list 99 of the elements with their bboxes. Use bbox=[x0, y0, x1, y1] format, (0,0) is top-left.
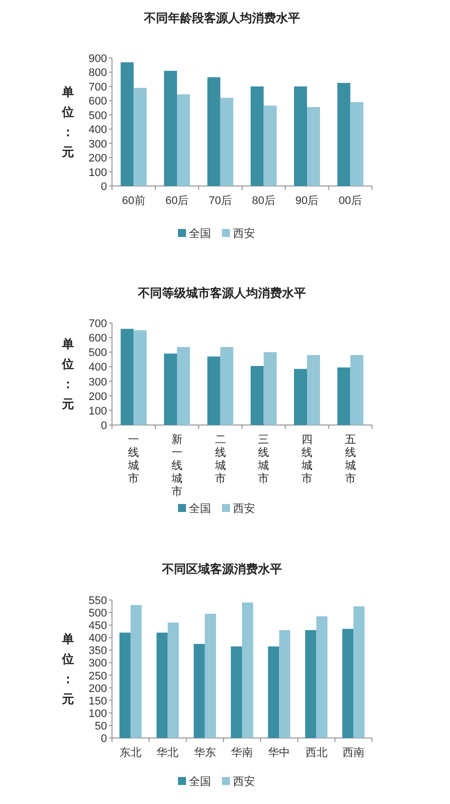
bar bbox=[307, 107, 320, 186]
legend-label: 西安 bbox=[233, 775, 255, 788]
y-tick-label: 500 bbox=[88, 347, 107, 360]
legend-label: 西安 bbox=[233, 227, 255, 240]
x-tick-label: 二线城市 bbox=[214, 434, 226, 485]
bar bbox=[134, 330, 147, 425]
bar bbox=[164, 354, 177, 425]
y-axis-title: 单位：元 bbox=[61, 85, 74, 159]
x-tick-label: 华东 bbox=[194, 746, 216, 759]
y-axis-title: 单位：元 bbox=[61, 337, 74, 411]
y-tick-label: 200 bbox=[88, 682, 107, 695]
x-tick-label: 华中 bbox=[268, 746, 290, 759]
x-tick-label: 华南 bbox=[231, 746, 253, 759]
bar bbox=[350, 102, 364, 186]
y-tick-label: 100 bbox=[88, 166, 107, 179]
y-tick-label: 300 bbox=[88, 658, 107, 670]
y-tick-label: 300 bbox=[88, 138, 107, 150]
x-tick-label: 一线城市 bbox=[127, 434, 140, 485]
y-tick-label: 0 bbox=[100, 733, 107, 745]
y-tick-label: 150 bbox=[88, 695, 107, 708]
bar bbox=[134, 88, 147, 186]
y-tick-label: 0 bbox=[100, 420, 107, 432]
legend-label: 全国 bbox=[189, 776, 211, 788]
x-tick-label: 华北 bbox=[156, 746, 179, 759]
bar bbox=[307, 355, 320, 425]
bar bbox=[177, 94, 190, 186]
x-tick-label: 60后 bbox=[165, 194, 189, 207]
bar bbox=[264, 352, 277, 425]
bar bbox=[250, 86, 264, 186]
x-tick-label: 70后 bbox=[208, 194, 232, 207]
y-tick-label: 700 bbox=[88, 81, 107, 94]
bar bbox=[168, 622, 179, 738]
bar bbox=[120, 328, 134, 425]
chart-title: 不同等级城市客源人均消费水平 bbox=[137, 286, 306, 300]
y-tick-label: 400 bbox=[88, 362, 107, 374]
bar bbox=[164, 70, 177, 186]
y-tick-label: 100 bbox=[88, 405, 107, 418]
bar bbox=[337, 367, 350, 425]
chart-title: 不同区域客源消费水平 bbox=[161, 562, 282, 576]
y-tick-label: 600 bbox=[88, 332, 107, 345]
legend-label: 全国 bbox=[189, 228, 211, 240]
y-tick-label: 300 bbox=[88, 376, 107, 388]
bar bbox=[350, 355, 364, 425]
bar bbox=[268, 646, 280, 738]
bar bbox=[220, 98, 234, 186]
y-tick-label: 900 bbox=[88, 53, 107, 65]
y-tick-label: 700 bbox=[88, 318, 107, 330]
x-tick-label: 西北 bbox=[305, 746, 328, 759]
y-tick-label: 800 bbox=[88, 67, 107, 80]
bar bbox=[342, 628, 354, 738]
y-tick-label: 550 bbox=[88, 595, 107, 607]
bar bbox=[242, 602, 254, 738]
bar bbox=[250, 366, 264, 425]
x-tick-label: 90后 bbox=[295, 194, 319, 207]
bar bbox=[294, 368, 307, 425]
y-tick-label: 200 bbox=[88, 152, 107, 165]
x-tick-label: 四线城市 bbox=[300, 434, 312, 485]
y-tick-label: 500 bbox=[88, 110, 107, 122]
y-tick-label: 500 bbox=[88, 608, 107, 620]
x-tick-label: 西南 bbox=[342, 746, 364, 759]
x-tick-label: 新一线城市 bbox=[170, 433, 182, 498]
y-tick-label: 600 bbox=[88, 96, 107, 108]
bar bbox=[220, 347, 234, 425]
chart-title: 不同年龄段客源人均消费水平 bbox=[143, 11, 300, 25]
bar bbox=[130, 605, 142, 738]
bar bbox=[337, 82, 350, 186]
bar bbox=[279, 630, 290, 738]
x-tick-label: 00后 bbox=[338, 194, 362, 207]
y-tick-label: 50 bbox=[94, 720, 107, 732]
bar bbox=[156, 632, 168, 738]
y-tick-label: 450 bbox=[88, 620, 107, 632]
y-tick-label: 400 bbox=[88, 124, 107, 136]
bar bbox=[353, 606, 365, 738]
y-tick-label: 350 bbox=[88, 645, 107, 658]
bar bbox=[204, 614, 216, 738]
bar bbox=[207, 356, 220, 425]
y-tick-label: 400 bbox=[88, 632, 107, 645]
bar bbox=[294, 86, 307, 186]
y-tick-label: 250 bbox=[88, 670, 107, 682]
bar bbox=[119, 632, 131, 738]
bar bbox=[177, 347, 190, 425]
x-tick-label: 东北 bbox=[120, 746, 142, 759]
y-tick-label: 200 bbox=[88, 390, 107, 403]
bar bbox=[230, 646, 242, 738]
legend-label: 全国 bbox=[189, 503, 211, 515]
bar bbox=[207, 77, 220, 186]
y-tick-label: 0 bbox=[100, 181, 107, 193]
bar bbox=[316, 616, 328, 738]
bar bbox=[120, 62, 134, 186]
legend-label: 西安 bbox=[233, 502, 255, 515]
y-axis-title: 单位：元 bbox=[61, 632, 74, 706]
bar bbox=[194, 644, 205, 738]
bar bbox=[264, 106, 277, 186]
y-tick-label: 100 bbox=[88, 708, 107, 720]
x-tick-label: 80后 bbox=[252, 194, 276, 207]
bar bbox=[305, 630, 316, 738]
x-tick-label: 三线城市 bbox=[257, 434, 270, 485]
x-tick-label: 60前 bbox=[122, 195, 146, 207]
x-tick-label: 五线城市 bbox=[344, 434, 356, 485]
